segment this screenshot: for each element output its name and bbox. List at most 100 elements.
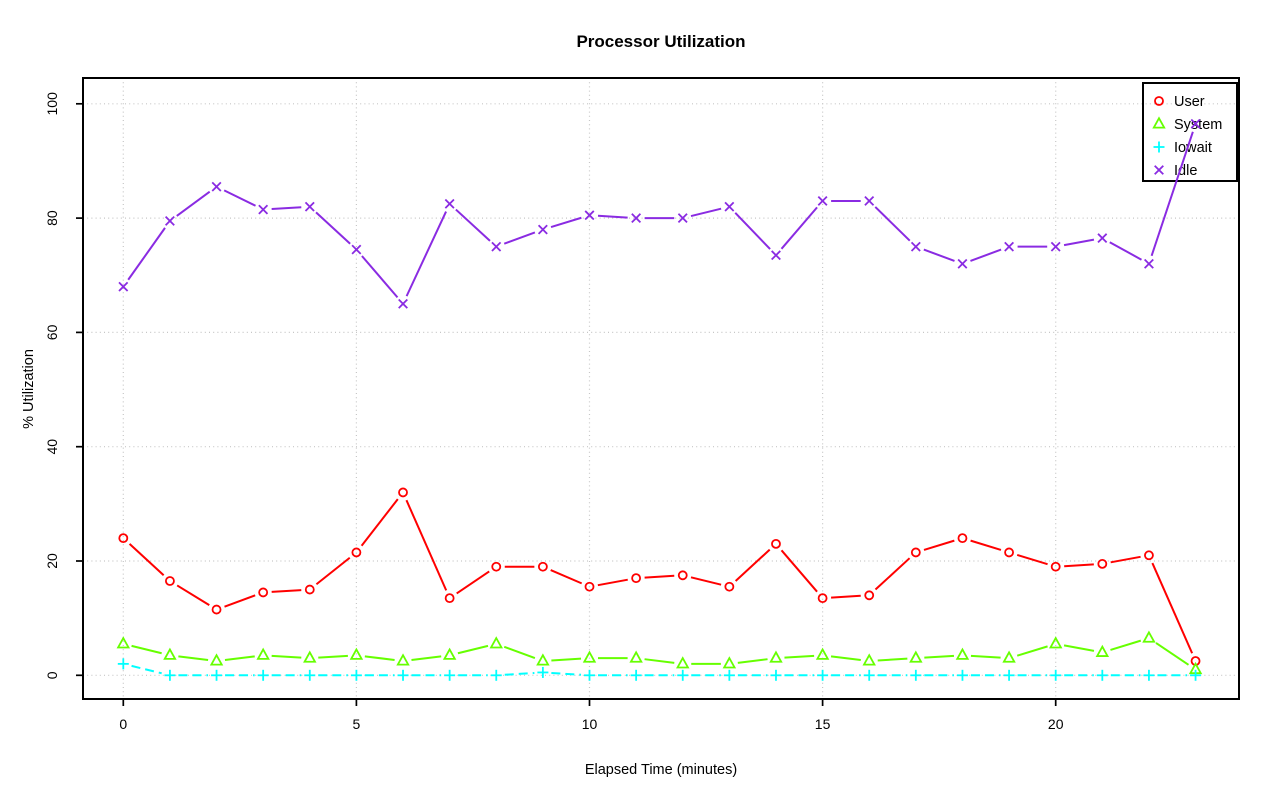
line-segment-idle	[1063, 238, 1095, 247]
line-segment-system	[877, 657, 908, 662]
y-axis-label: % Utilization	[21, 349, 37, 429]
marker-idle	[304, 201, 315, 212]
line-segment-idle	[315, 211, 351, 245]
marker-user	[304, 584, 315, 595]
line-segment-user	[1151, 562, 1194, 654]
line-segment-user	[644, 574, 675, 579]
line-segment-iowait	[504, 671, 535, 676]
line-segment-user	[360, 498, 399, 547]
marker-system	[349, 647, 364, 660]
marker-user	[258, 587, 269, 598]
line-segment-user	[224, 594, 256, 608]
marker-system	[489, 636, 503, 649]
legend-box	[1142, 82, 1238, 182]
line-segment-user	[1064, 563, 1094, 568]
line-segment-user	[597, 578, 628, 587]
line-segment-idle	[550, 216, 582, 228]
marker-idle	[677, 213, 688, 224]
marker-user	[864, 590, 875, 601]
line-segment-system	[924, 654, 955, 659]
marker-idle	[724, 201, 735, 212]
line-segment-system	[503, 645, 536, 660]
series-system	[116, 630, 1203, 675]
line-segment-user	[831, 594, 861, 599]
marker-system	[256, 647, 270, 660]
line-segment-idle	[923, 248, 955, 262]
marker-user	[1004, 547, 1014, 558]
line-segment-idle	[1109, 241, 1142, 261]
line-segment-user	[1016, 553, 1048, 566]
marker-system	[582, 650, 597, 663]
line-segment-user	[874, 557, 911, 591]
line-segment-user	[456, 570, 490, 595]
line-segment-idle	[597, 214, 628, 219]
line-segment-system	[1110, 639, 1142, 651]
line-segment-idle	[176, 190, 211, 217]
line-segment-idle	[361, 255, 399, 299]
legend-label-user: User	[1174, 94, 1205, 110]
legend-marker-system	[1152, 116, 1166, 129]
line-segment-idle	[405, 211, 447, 297]
line-segment-idle	[503, 231, 536, 245]
line-segment-system	[364, 655, 395, 661]
marker-user	[211, 604, 222, 615]
line-segment-user	[315, 556, 351, 586]
marker-user	[771, 538, 781, 549]
line-segment-system	[1063, 644, 1095, 652]
line-segment-idle	[1150, 131, 1194, 257]
legend-label-system: System	[1174, 117, 1222, 133]
legend: User System Iowait Idle	[1142, 82, 1238, 182]
line-segment-system	[457, 644, 489, 655]
marker-idle	[537, 224, 548, 235]
series-iowait	[117, 658, 1202, 681]
marker-idle	[118, 281, 129, 292]
marker-idle	[1144, 258, 1154, 269]
line-segment-idle	[455, 208, 491, 242]
line-segment-iowait	[551, 671, 582, 676]
line-segment-system	[131, 644, 162, 655]
marker-system	[536, 653, 550, 666]
marker-system	[442, 647, 457, 660]
line-segment-system	[830, 655, 861, 661]
marker-idle	[444, 198, 455, 209]
marker-idle	[1050, 241, 1061, 252]
marker-idle	[771, 250, 781, 261]
marker-system	[722, 656, 737, 669]
series-user	[118, 487, 1201, 666]
marker-system	[1095, 644, 1110, 657]
marker-idle	[584, 210, 595, 221]
marker-system	[116, 636, 131, 649]
marker-system	[955, 647, 970, 660]
marker-system	[163, 647, 177, 660]
marker-system	[676, 656, 690, 669]
marker-idle	[398, 298, 408, 309]
marker-user	[724, 581, 735, 592]
x-tick-label: 15	[815, 716, 831, 732]
legend-item-user: User	[1154, 94, 1205, 110]
line-segment-idle	[690, 207, 722, 218]
line-segment-system	[224, 655, 255, 661]
line-segment-system	[1155, 642, 1190, 666]
line-segment-user	[923, 539, 955, 551]
legend-item-iowait: Iowait	[1153, 140, 1212, 156]
marker-user	[398, 487, 408, 498]
line-segment-iowait	[131, 664, 162, 675]
line-segment-system	[737, 658, 768, 664]
marker-user	[631, 573, 642, 584]
marker-system	[303, 650, 317, 663]
y-tick-label: 20	[44, 553, 60, 569]
line-segment-user	[970, 539, 1002, 551]
line-segment-user	[405, 499, 448, 591]
plot-box	[82, 77, 1240, 700]
line-segment-system	[178, 655, 209, 661]
line-segment-idle	[970, 248, 1002, 262]
marker-user	[677, 570, 688, 581]
line-segment-user	[780, 549, 818, 593]
marker-user	[957, 533, 968, 544]
line-segment-system	[784, 654, 815, 659]
line-segment-user	[734, 548, 771, 582]
y-tick-label: 40	[44, 439, 60, 455]
line-segment-system	[318, 654, 348, 659]
